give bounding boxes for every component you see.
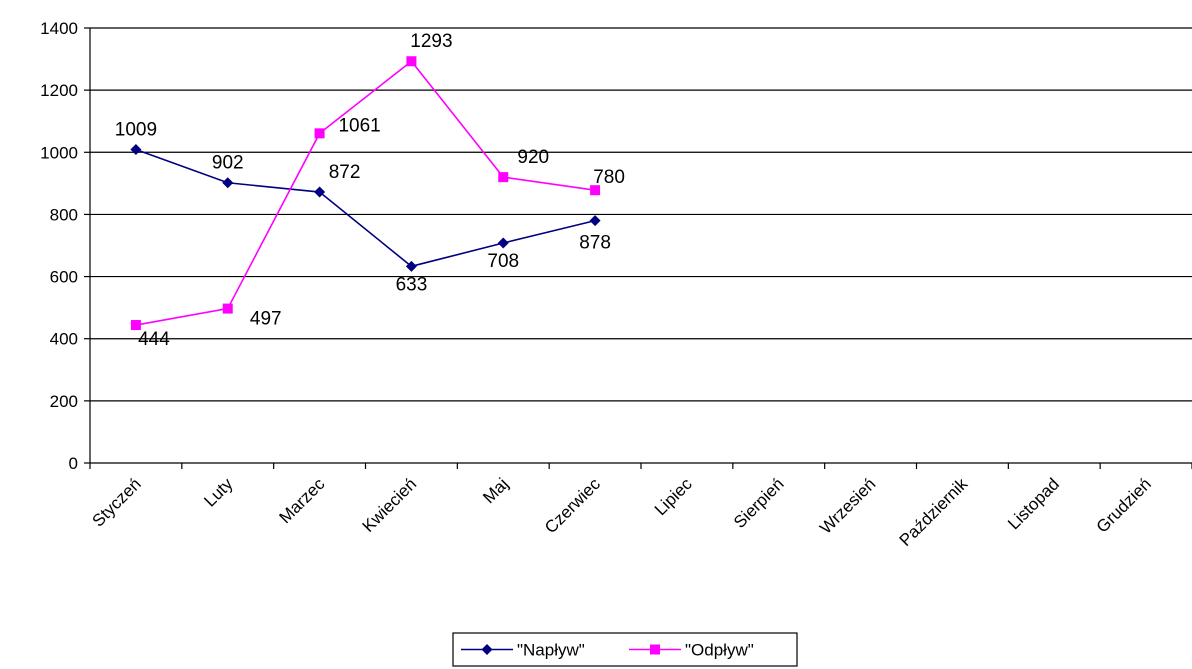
x-tick-label: Kwiecień [359,474,421,536]
legend: "Napływ" "Odpływ" [452,632,798,667]
data-label: 920 [517,147,549,168]
data-label: 1293 [410,31,452,52]
legend-marker [481,644,493,655]
data-point [497,237,509,249]
x-tick-label: Styczeń [89,474,145,530]
legend-entry: "Napływ" [517,641,585,660]
x-tick-label: Sierpień [730,474,788,532]
x-tick-label: Grudzień [1093,474,1155,536]
x-tick-label: Luty [200,474,237,511]
data-label: 780 [593,167,625,188]
data-point [222,303,233,314]
data-point [498,172,509,183]
data-point [406,56,417,67]
data-label: 1061 [338,115,380,136]
legend-marker [650,644,660,655]
y-tick-label: 400 [50,330,78,349]
data-label: 902 [212,153,244,174]
data-point [130,320,141,331]
x-tick-label: Marzec [276,474,329,527]
data-point [589,215,601,227]
series-layer [130,56,601,331]
data-point [314,186,326,198]
y-tick-label: 600 [50,268,78,287]
y-tick-label: 1000 [40,143,78,162]
x-tick-label: Listopad [1004,474,1063,533]
gridlines [90,27,1192,402]
y-tick-label: 1200 [40,81,78,100]
y-tick-label: 1400 [40,19,78,38]
x-tick-label: Lipiec [651,474,696,519]
series-line [135,148,596,268]
x-axis-ticks: Styczeń Luty Marzec Kwiecień Maj Czerwiec Lipi… [89,463,1192,550]
data-label: 708 [487,251,519,272]
x-tick-label: Czerwiec [541,474,604,537]
data-label: 872 [329,162,361,183]
data-label: 444 [138,329,170,350]
data-point [222,177,234,189]
x-tick-label: Maj [479,474,512,507]
y-tick-label: 0 [69,454,78,473]
data-point [314,128,325,139]
y-tick-label: 800 [50,205,78,224]
data-label: 878 [579,233,611,254]
data-label: 1009 [115,119,157,140]
data-point [405,260,417,272]
data-point [130,143,142,155]
y-tick-label: 200 [50,392,78,411]
data-labels: 1009 902 872 633 708 878 444 497 1061 1293 920 780 [115,31,625,350]
data-point [590,185,601,196]
axes [89,28,1192,464]
legend-entry: "Odpływ" [685,641,754,660]
series-line [135,60,596,326]
y-axis-ticks: 0 200 400 600 800 1000 1200 1400 [40,19,90,473]
x-tick-label: Wrzesień [816,474,879,537]
data-label: 633 [396,274,428,295]
data-label: 497 [250,309,282,330]
x-tick-label: Październik [896,474,972,550]
